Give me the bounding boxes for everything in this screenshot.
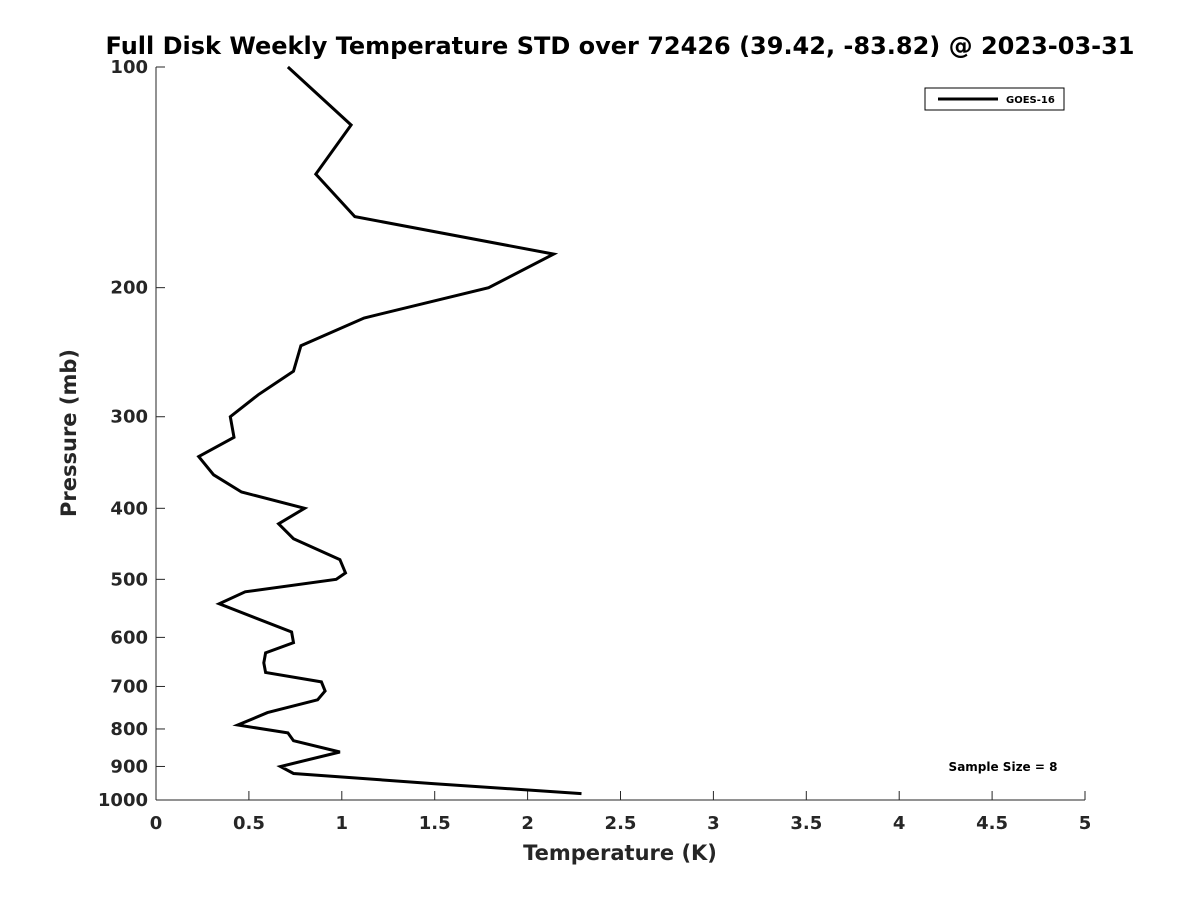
plot-background [156,67,1085,800]
sample-size-annotation: Sample Size = 8 [949,760,1058,774]
x-tick-label: 0.5 [233,813,265,834]
x-tick-label: 2.5 [605,813,637,834]
x-axis-label: Temperature (K) [523,841,717,865]
x-tick-label: 2 [521,813,534,834]
y-tick-label: 200 [110,278,148,299]
y-tick-label: 500 [110,569,148,590]
y-tick-label: 700 [110,676,148,697]
x-tick-label: 0 [150,813,163,834]
legend: GOES-16 [924,87,1065,111]
x-tick-label: 4 [893,813,906,834]
x-axis: 0 0.5 1 1.5 2 2.5 3 3.5 4 4.5 5 [150,791,1092,834]
x-tick-label: 1.5 [419,813,451,834]
x-tick-label: 3.5 [790,813,822,834]
y-tick-label: 100 [110,57,148,78]
y-tick-label: 1000 [98,790,148,811]
y-tick-label: 600 [110,627,148,648]
y-tick-label: 400 [110,498,148,519]
series-layer [196,65,582,796]
x-tick-label: 3 [707,813,720,834]
y-tick-label: 300 [110,407,148,428]
x-tick-label: 5 [1079,813,1092,834]
y-tick-label: 800 [110,719,148,740]
y-axis: 100 200 300 400 500 600 700 800 900 1000 [98,57,165,811]
y-tick-label: 900 [110,756,148,777]
x-tick-label: 4.5 [976,813,1008,834]
series-line-goes-16 [196,65,582,796]
chart-title: Full Disk Weekly Temperature STD over 72… [106,32,1135,60]
legend-series-label: GOES-16 [1006,95,1055,106]
x-tick-label: 1 [336,813,349,834]
y-axis-label: Pressure (mb) [57,349,81,517]
